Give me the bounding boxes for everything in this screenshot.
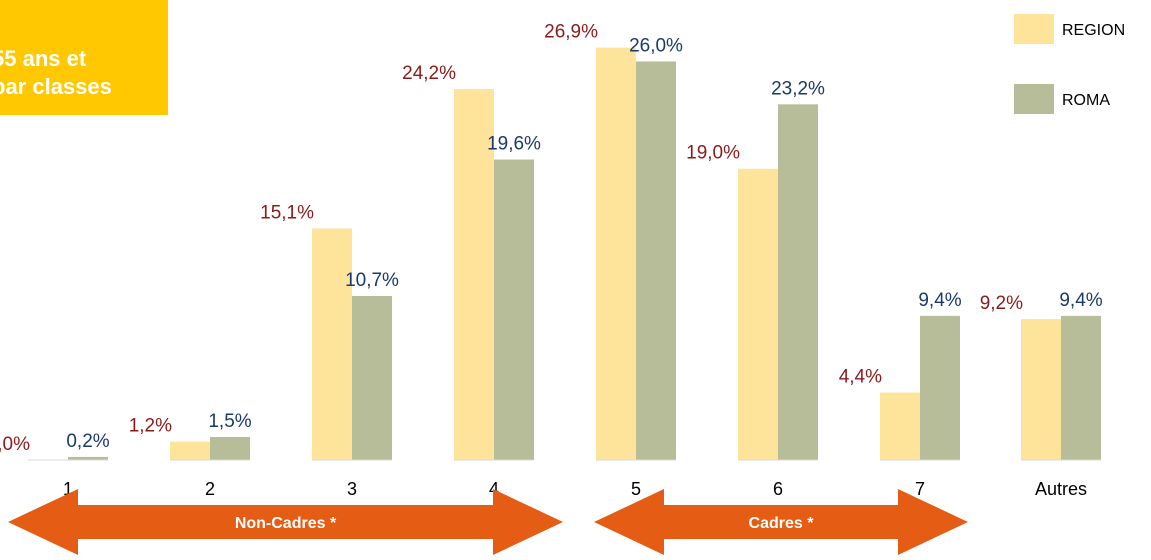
legend-swatch-roma [1014, 84, 1054, 114]
legend-label-roma: ROMA [1062, 92, 1110, 109]
x-tick-label: Autres [1035, 479, 1087, 499]
banner-title-line: par classes [0, 74, 112, 99]
banner-title-line: 55 ans et [0, 46, 87, 71]
x-tick-label: 7 [915, 479, 925, 499]
bar-region-autres [1021, 319, 1061, 460]
data-label-region-5: 26,9% [544, 22, 598, 43]
data-label-region-autres: 9,2% [980, 293, 1023, 314]
data-label-roma-autres: 9,4% [1059, 290, 1102, 311]
non-cadres-arrow-label: Non-Cadres * [235, 515, 337, 532]
x-tick-label: 3 [347, 479, 357, 499]
x-tick-label: 5 [631, 479, 641, 499]
bar-region-7 [880, 393, 920, 460]
data-label-region-6: 19,0% [686, 143, 740, 164]
bar-roma-4 [494, 160, 534, 460]
data-label-region-3: 15,1% [260, 203, 314, 224]
bar-roma-7 [920, 316, 960, 460]
bar-region-2 [170, 442, 210, 460]
data-label-region-4: 24,2% [402, 63, 456, 84]
data-label-roma-5: 26,0% [629, 35, 683, 56]
data-label-region-2: 1,2% [129, 416, 172, 437]
data-label-region-7: 4,4% [839, 367, 882, 388]
x-tick-label: 6 [773, 479, 783, 499]
data-label-roma-4: 19,6% [487, 134, 541, 155]
data-label-roma-1: 0,2% [66, 431, 109, 452]
bar-roma-3 [352, 296, 392, 460]
data-label-region-1: 0,0% [0, 434, 30, 455]
data-label-roma-2: 1,5% [208, 411, 251, 432]
cadres-arrow-label: Cadres * [749, 515, 815, 532]
bar-region-5 [596, 48, 636, 460]
data-label-roma-6: 23,2% [771, 78, 825, 99]
data-label-roma-7: 9,4% [918, 290, 961, 311]
bar-region-6 [738, 169, 778, 460]
legend-label-region: REGION [1062, 22, 1125, 39]
bar-roma-5 [636, 61, 676, 460]
bar-roma-2 [210, 437, 250, 460]
bar-region-3 [312, 229, 352, 460]
bar-roma-6 [778, 104, 818, 460]
data-label-roma-3: 10,7% [345, 270, 399, 291]
x-tick-label: 2 [205, 479, 215, 499]
bar-roma-autres [1061, 316, 1101, 460]
legend-swatch-region [1014, 14, 1054, 44]
